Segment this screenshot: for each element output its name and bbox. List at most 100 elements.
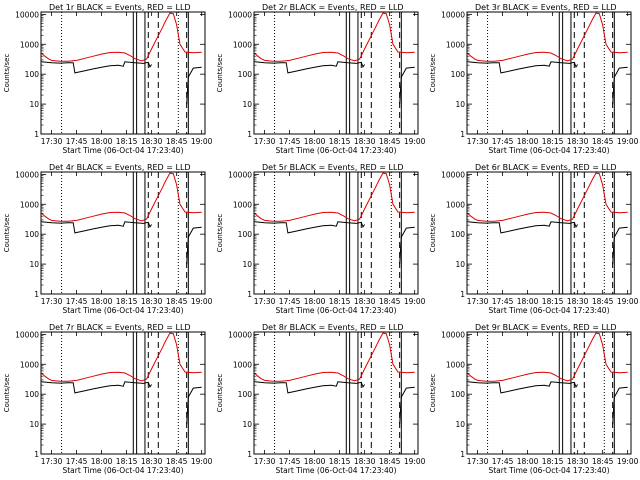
x-tick-label: 17:30: [254, 457, 276, 466]
x-tick-label: 19:00: [617, 137, 639, 146]
y-tick-label: 10: [242, 100, 252, 109]
detector-panel: Det 1r BLACK = Events, RED = LLD 17:30 17:…: [3, 3, 213, 155]
lld-series-line: [254, 172, 415, 222]
x-tick-label: 18:00: [304, 137, 326, 146]
y-tick-label: 10: [29, 100, 39, 109]
y-axis-label: Counts/sec: [3, 374, 11, 413]
y-tick-label: 1: [460, 450, 465, 459]
x-tick-label: 17:45: [492, 297, 514, 306]
y-tick-label: 1: [247, 450, 252, 459]
y-tick-label: 100: [238, 70, 253, 79]
lld-series-line: [254, 332, 415, 382]
y-tick-label: 100: [451, 230, 466, 239]
events-series-line: [41, 61, 153, 74]
x-axis-label: Start Time (06-Oct-04 17:23:40): [275, 146, 396, 155]
x-tick-label: 18:30: [141, 297, 163, 306]
y-axis-label: Counts/sec: [216, 374, 224, 413]
y-tick-label: 10000: [228, 10, 252, 19]
panel-title: Det 3r BLACK = Events, RED = LLD: [475, 3, 617, 12]
x-tick-label: 18:45: [592, 297, 614, 306]
detector-panel: Det 7r BLACK = Events, RED = LLD 17:30 17:…: [3, 323, 213, 475]
x-tick-label: 18:45: [379, 137, 401, 146]
x-tick-label: 18:30: [354, 297, 376, 306]
x-tick-label: 18:15: [116, 457, 138, 466]
x-tick-label: 19:00: [404, 457, 426, 466]
x-tick-label: 18:00: [304, 297, 326, 306]
y-tick-label: 10000: [15, 330, 39, 339]
y-tick-label: 100: [25, 390, 40, 399]
plot-frame: [40, 171, 206, 295]
events-series-line: [612, 66, 628, 105]
x-tick-label: 18:30: [141, 137, 163, 146]
events-series-line: [186, 66, 202, 105]
x-tick-label: 18:00: [517, 297, 539, 306]
x-tick-label: 17:30: [467, 457, 489, 466]
x-tick-label: 18:45: [379, 297, 401, 306]
events-series-line: [41, 221, 153, 234]
plot-frame: [253, 171, 419, 295]
events-series-line: [399, 226, 415, 265]
x-axis-label: Start Time (06-Oct-04 17:23:40): [62, 306, 183, 315]
y-tick-label: 1: [247, 290, 252, 299]
x-tick-label: 17:45: [492, 137, 514, 146]
x-tick-label: 18:30: [567, 297, 589, 306]
panel-title: Det 5r BLACK = Events, RED = LLD: [262, 163, 404, 172]
y-tick-label: 1: [34, 130, 39, 139]
y-tick-label: 10: [242, 420, 252, 429]
x-tick-label: 18:30: [354, 457, 376, 466]
plot-frame: [466, 331, 632, 455]
plot-frame: [40, 11, 206, 135]
x-tick-label: 19:00: [617, 297, 639, 306]
x-tick-label: 17:45: [66, 457, 88, 466]
y-tick-label: 10000: [228, 170, 252, 179]
plot-frame: [253, 331, 419, 455]
y-tick-label: 10000: [441, 10, 465, 19]
x-tick-label: 19:00: [617, 457, 639, 466]
x-tick-label: 17:30: [254, 297, 276, 306]
x-tick-label: 18:15: [329, 457, 351, 466]
panel-title: Det 4r BLACK = Events, RED = LLD: [49, 163, 191, 172]
detector-panel: Det 3r BLACK = Events, RED = LLD 17:30 17:…: [429, 3, 639, 155]
plot-frame: [40, 331, 206, 455]
x-axis-label: Start Time (06-Oct-04 17:23:40): [488, 306, 609, 315]
x-tick-label: 17:45: [279, 457, 301, 466]
x-tick-label: 17:30: [41, 137, 63, 146]
x-tick-label: 17:45: [66, 137, 88, 146]
lld-series-line: [254, 12, 415, 62]
y-tick-label: 100: [451, 70, 466, 79]
events-series-line: [612, 386, 628, 425]
lld-series-line: [41, 332, 202, 382]
x-tick-label: 17:45: [66, 297, 88, 306]
plot-frame: [466, 11, 632, 135]
y-axis-label: Counts/sec: [429, 374, 437, 413]
detector-panel: Det 8r BLACK = Events, RED = LLD 17:30 17:…: [216, 323, 426, 475]
x-axis-label: Start Time (06-Oct-04 17:23:40): [275, 306, 396, 315]
plot-frame: [466, 171, 632, 295]
y-tick-label: 1000: [20, 360, 39, 369]
y-axis-label: Counts/sec: [216, 54, 224, 93]
y-tick-label: 10000: [441, 170, 465, 179]
y-tick-label: 1: [247, 130, 252, 139]
y-tick-label: 1000: [446, 40, 465, 49]
x-tick-label: 19:00: [404, 297, 426, 306]
x-tick-label: 18:15: [542, 137, 564, 146]
y-axis-label: Counts/sec: [429, 54, 437, 93]
events-series-line: [254, 61, 366, 74]
y-axis-label: Counts/sec: [3, 214, 11, 253]
y-tick-label: 10: [455, 260, 465, 269]
x-tick-label: 18:15: [329, 297, 351, 306]
detector-panel: Det 5r BLACK = Events, RED = LLD 17:30 17:…: [216, 163, 426, 315]
y-tick-label: 10: [242, 260, 252, 269]
detector-panel: Det 9r BLACK = Events, RED = LLD 17:30 17:…: [429, 323, 639, 475]
panel-title: Det 6r BLACK = Events, RED = LLD: [475, 163, 617, 172]
y-tick-label: 100: [238, 390, 253, 399]
x-tick-label: 19:00: [191, 297, 213, 306]
y-axis-label: Counts/sec: [216, 214, 224, 253]
x-tick-label: 18:00: [91, 137, 113, 146]
x-tick-label: 18:45: [166, 297, 188, 306]
y-tick-label: 1: [460, 130, 465, 139]
panel-title: Det 9r BLACK = Events, RED = LLD: [475, 323, 617, 332]
y-tick-label: 10000: [15, 10, 39, 19]
y-tick-label: 1: [460, 290, 465, 299]
